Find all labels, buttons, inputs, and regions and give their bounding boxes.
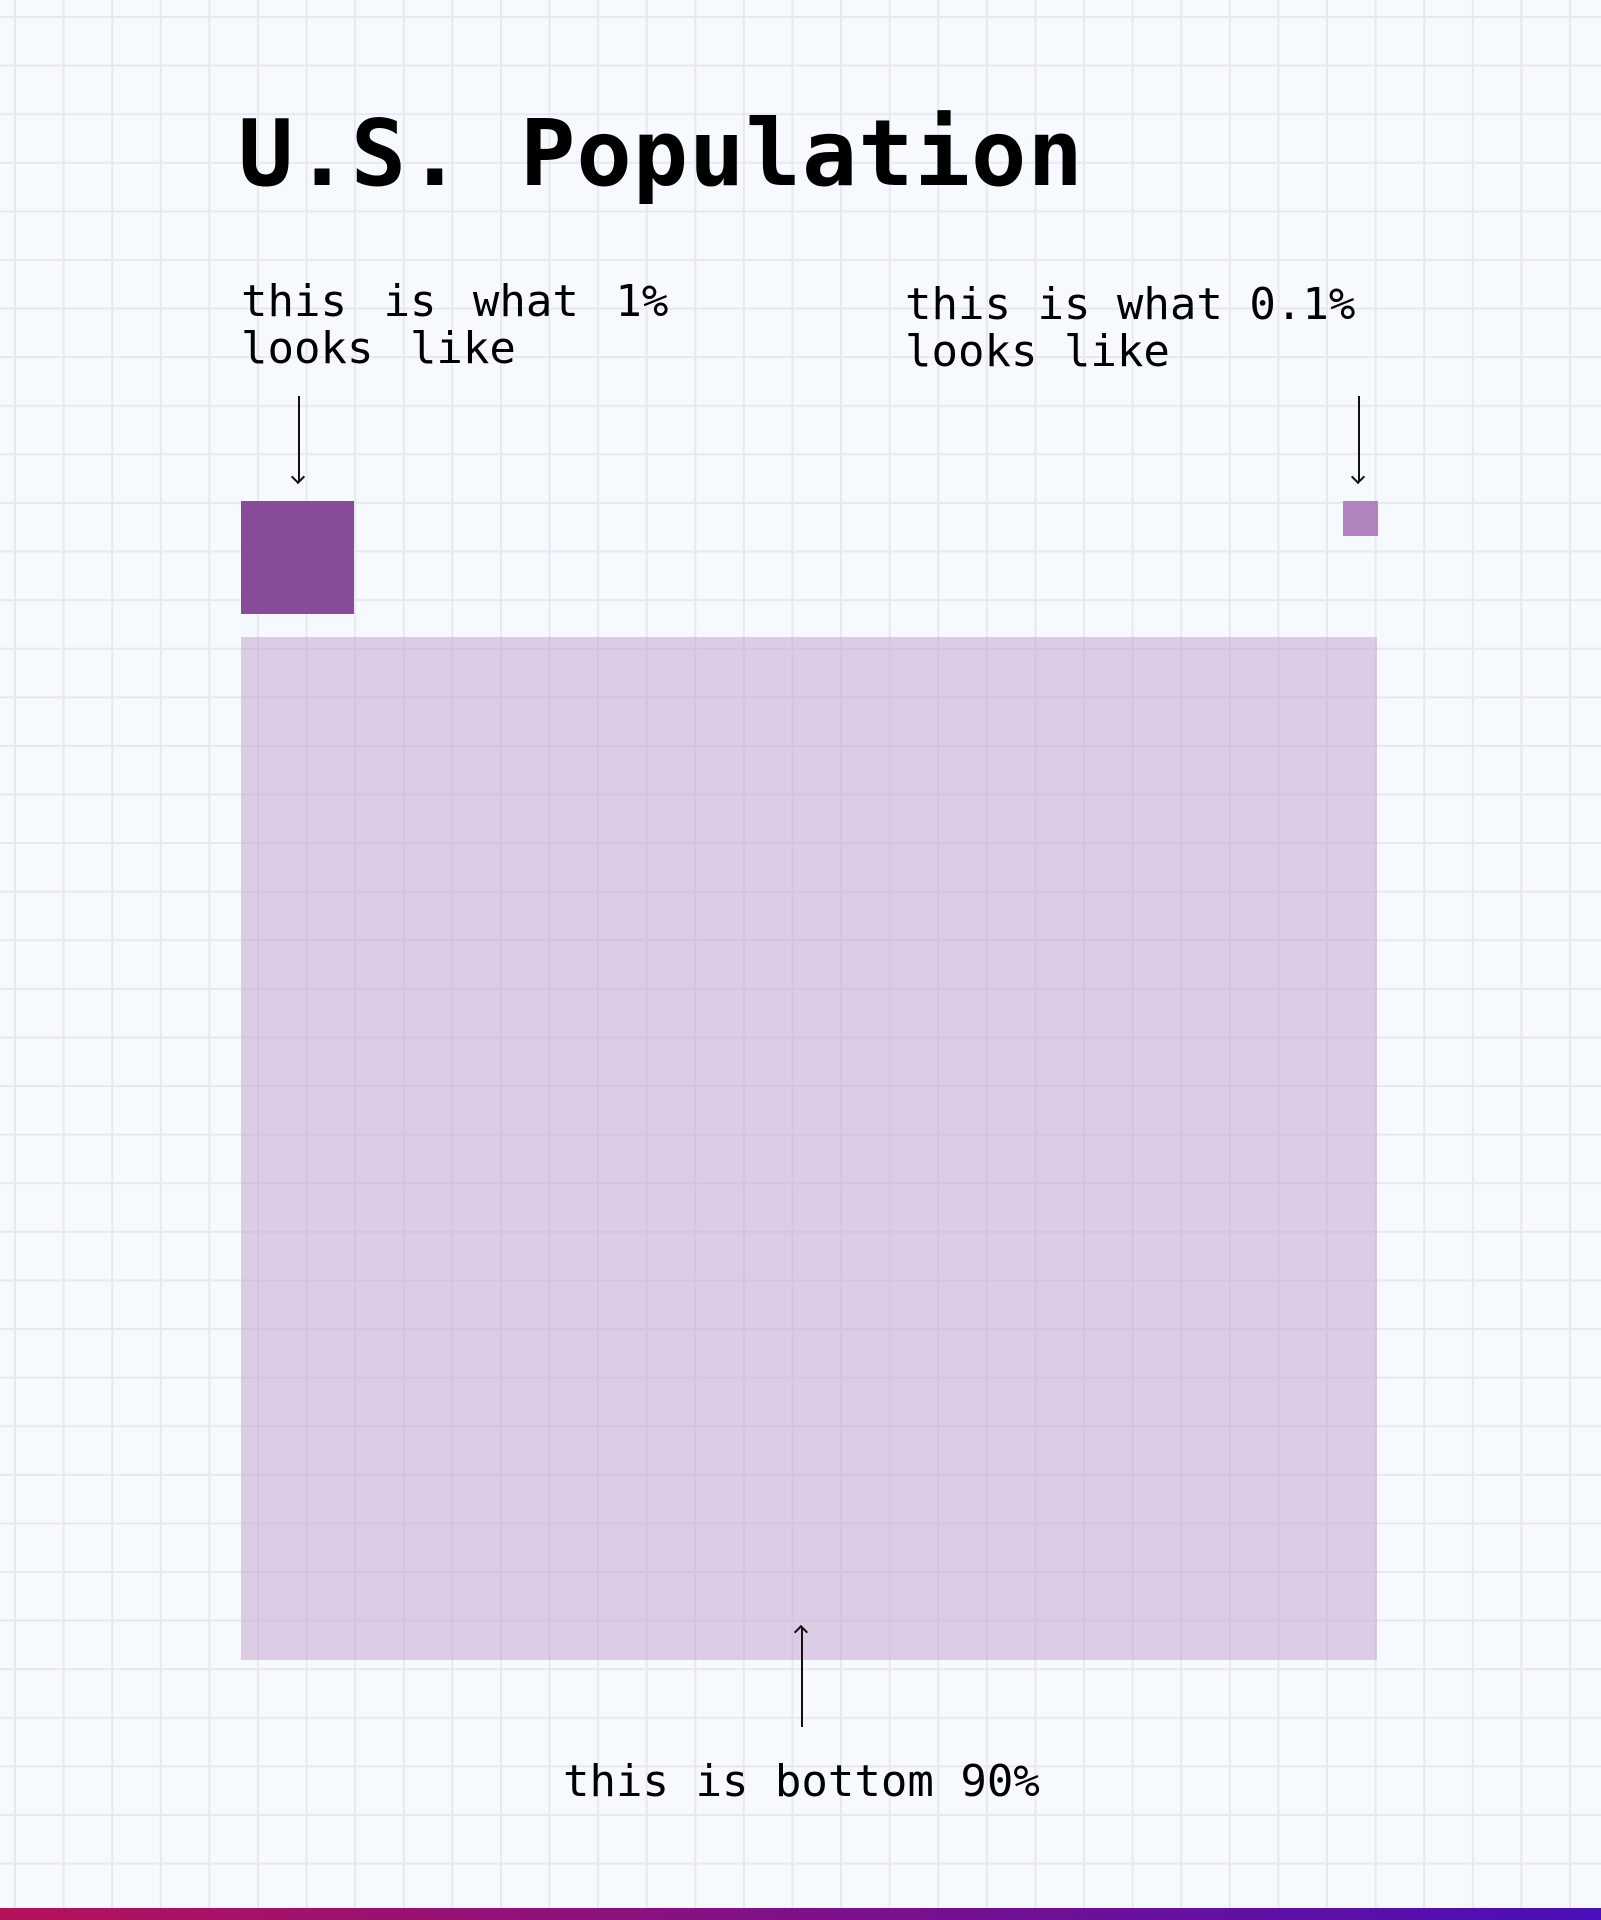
- label-1-percent-line2: looks like: [241, 323, 516, 374]
- arrow-down-icon: [298, 396, 300, 482]
- arrow-up-icon: [801, 1627, 803, 1727]
- bottom-90-percent-rectangle: [241, 637, 1377, 1660]
- accent-gradient-bar: [0, 1908, 1601, 1920]
- page-title: U.S. Population: [238, 100, 1084, 207]
- arrow-down-icon: [1358, 396, 1360, 482]
- label-bottom-90-percent: this is bottom 90%: [563, 1756, 1040, 1807]
- label-0-1-percent-line1: this is what 0.1%: [905, 279, 1356, 330]
- label-1-percent-line1: this is what 1%: [241, 276, 669, 327]
- one-percent-square: [241, 501, 354, 614]
- label-0-1-percent-line2: looks like: [905, 326, 1170, 377]
- label-1-percent: this is what 1% looks like: [241, 278, 668, 372]
- label-0-1-percent: this is what 0.1% looks like: [905, 281, 1355, 375]
- tenth-percent-square: [1343, 501, 1378, 536]
